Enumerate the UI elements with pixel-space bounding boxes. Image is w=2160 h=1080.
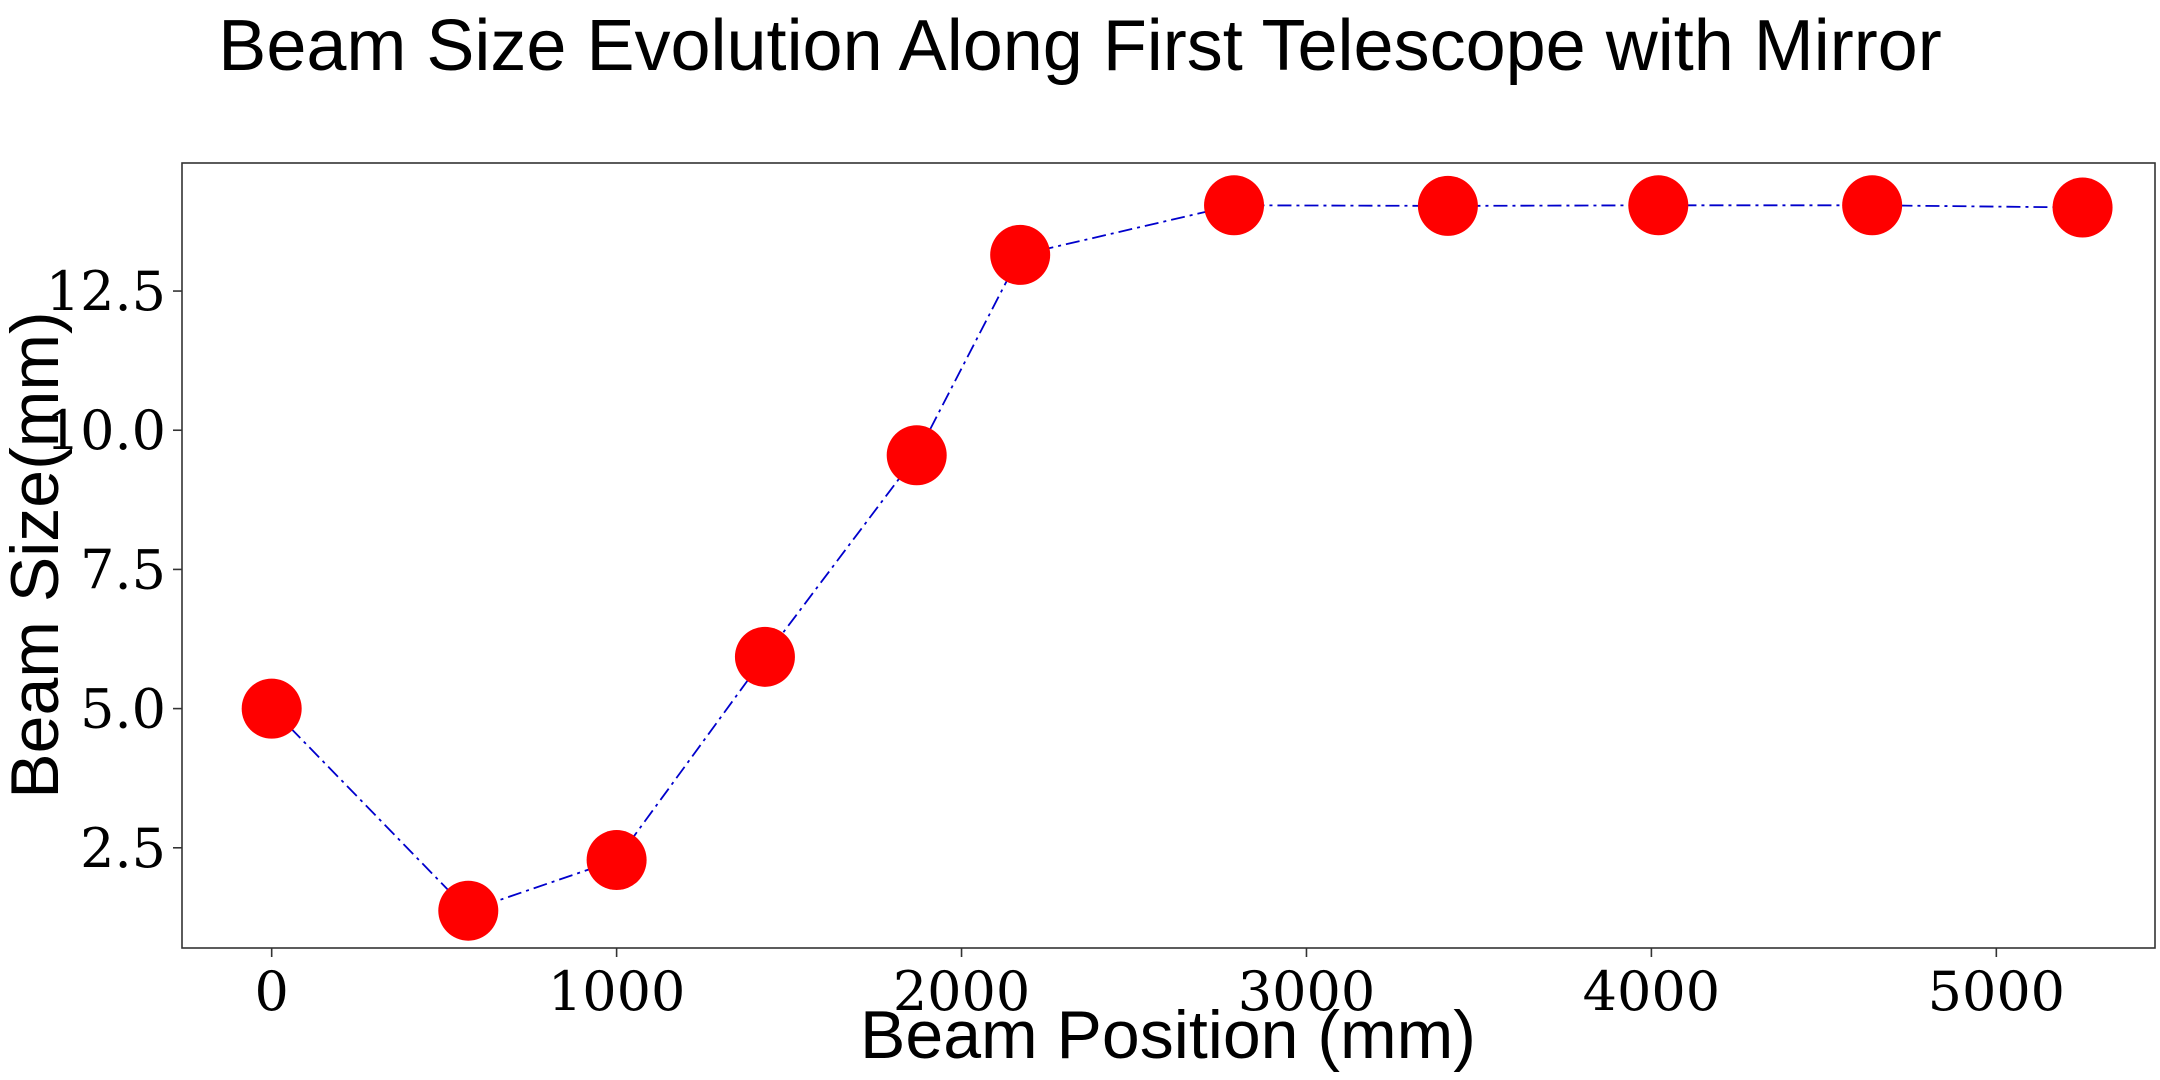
series-markers (241, 175, 2113, 941)
data-point (1417, 175, 1478, 236)
x-axis-label: Beam Position (mm) (860, 997, 1476, 1073)
data-point (241, 678, 302, 739)
data-point (990, 224, 1051, 285)
x-tick-label: 1000 (548, 960, 685, 1023)
x-tick-label: 2000 (893, 960, 1030, 1023)
x-tick-label: 3000 (1238, 960, 1375, 1023)
series-lines (271, 204, 2083, 912)
x-tick-label: 4000 (1583, 960, 1720, 1023)
data-point (886, 425, 947, 486)
x-tick-label: 0 (255, 960, 289, 1023)
data-point (586, 830, 647, 891)
x-tick-label: 5000 (1928, 960, 2065, 1023)
data-point (1842, 175, 1903, 236)
x-axis: 0 1000 2000 3000 4000 5000 (255, 948, 2065, 1023)
y-tick-label: 2.5 (80, 817, 166, 880)
series-line (271, 204, 2083, 912)
data-point (2052, 177, 2113, 238)
y-tick-label: 10.0 (46, 399, 166, 462)
data-point (438, 880, 499, 941)
data-point (734, 626, 795, 687)
data-point (1204, 175, 1265, 236)
data-point (1628, 175, 1689, 236)
plot-area-frame (181, 162, 2156, 949)
y-tick-label: 12.5 (46, 260, 166, 323)
y-tick-label: 5.0 (80, 678, 166, 741)
y-axis-label: Beam Size(mm) (0, 311, 73, 798)
chart-title: Beam Size Evolution Along First Telescop… (218, 6, 1941, 86)
y-tick-label: 7.5 (80, 538, 166, 601)
y-axis: 2.5 5.0 7.5 10.0 12.5 (46, 260, 182, 880)
